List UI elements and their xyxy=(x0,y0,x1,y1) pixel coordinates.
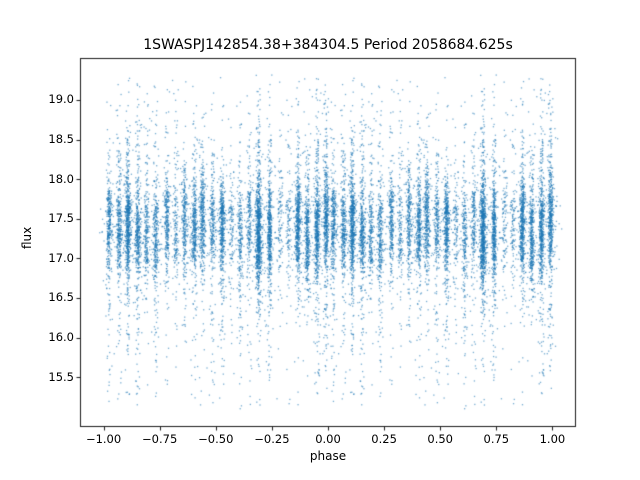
y-tick-label: 17.5 xyxy=(48,211,74,226)
x-tick-label: 0.50 xyxy=(427,432,454,446)
x-tick-label: −0.75 xyxy=(142,432,178,446)
y-tick-label: 16.0 xyxy=(48,330,74,345)
x-axis-label: phase xyxy=(309,449,347,463)
x-tick-label: −0.25 xyxy=(254,432,290,446)
y-tick-label: 18.5 xyxy=(48,132,74,147)
x-tick-label: 0.00 xyxy=(315,432,341,446)
plot-title: 1SWASPJ142854.38+384304.5 Period 2058684… xyxy=(143,37,513,53)
y-axis-label: flux xyxy=(20,226,34,249)
y-tick-label: 16.5 xyxy=(48,290,74,305)
x-tick-label: −1.00 xyxy=(85,432,122,446)
y-tick-label: 15.5 xyxy=(48,369,74,384)
x-tick-label: 1.00 xyxy=(539,432,566,446)
y-tick-label: 17.0 xyxy=(48,250,74,265)
x-tick-label: 0.75 xyxy=(483,432,510,446)
x-tick-label: 0.25 xyxy=(371,432,397,446)
y-tick-label: 19.0 xyxy=(48,92,74,107)
x-tick-label: −0.50 xyxy=(198,432,234,446)
y-tick-label: 18.0 xyxy=(48,171,74,186)
